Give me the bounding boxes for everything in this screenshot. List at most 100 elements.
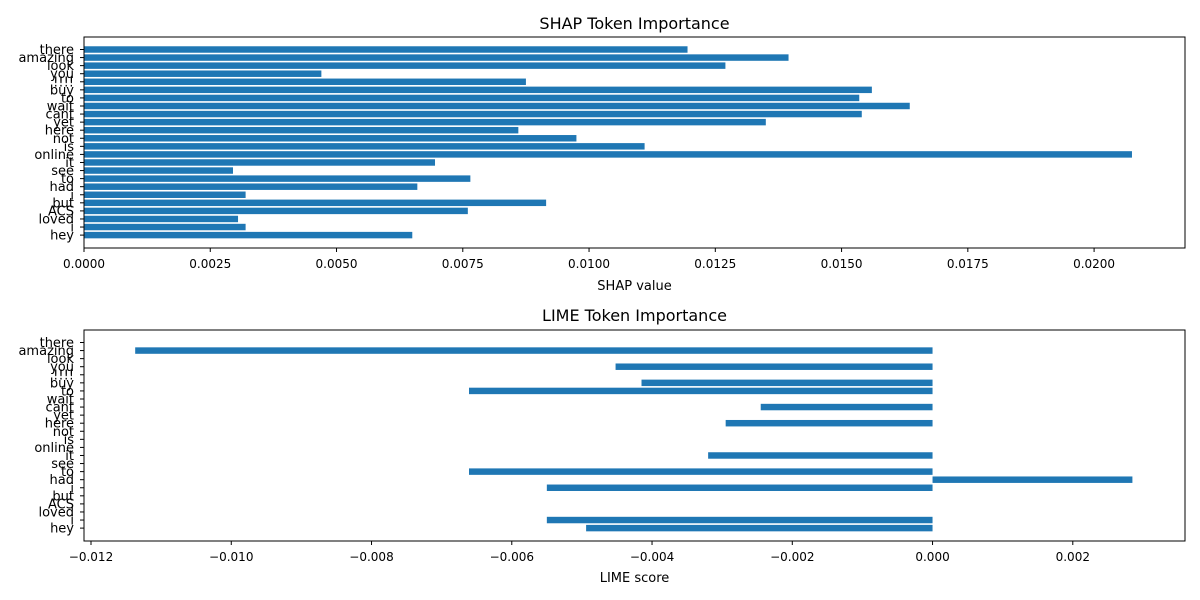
shap-x-tick-label-7: 0.0175	[947, 257, 989, 271]
lime-category-label-20: ACS	[48, 497, 74, 512]
lime-x-tick-label-7: 0.002	[1056, 550, 1090, 564]
shap-bar-13	[84, 151, 1132, 158]
lime-bar-18	[546, 484, 933, 491]
lime-category-label-19: but	[52, 489, 74, 504]
shap-bar-8	[84, 110, 862, 118]
lime-category-label-9: yet	[53, 409, 74, 424]
lime-bar-22	[546, 516, 933, 524]
shap-bar-4	[84, 78, 526, 86]
lime-category-label-12: is	[64, 433, 75, 448]
lime-bar-17	[932, 476, 1133, 483]
lime-category-label-21: loved	[38, 505, 74, 520]
shap-bar-20	[84, 207, 468, 215]
lime-axes-frame	[83, 329, 1186, 542]
shap-bar-0	[84, 46, 688, 53]
shap-bar-19	[84, 199, 547, 207]
lime-bar-10	[725, 419, 933, 427]
shap-chart: SHAP Token Importance thereamazinglookyo…	[18, 14, 1186, 294]
shap-x-axis-label: SHAP value	[597, 279, 671, 294]
shap-x-tick-label-0: 0.0000	[63, 257, 105, 271]
shap-category-label-2: look	[47, 59, 75, 74]
shap-bar-12	[84, 143, 645, 150]
shap-x-tick-label-6: 0.0150	[821, 257, 863, 271]
lime-bar-5	[641, 379, 933, 387]
lime-x-ticks: −0.012 −0.010 −0.008 −0.006 −0.004 −0.002 0.00…	[69, 541, 1090, 564]
shap-category-label-4: !!!!	[53, 75, 74, 90]
lime-category-label-0: there	[40, 336, 74, 351]
shap-category-label-13: online	[34, 148, 74, 163]
lime-x-tick-label-1: −0.010	[209, 550, 253, 564]
lime-category-label-23: hey	[50, 522, 74, 537]
shap-category-label-17: had	[50, 180, 74, 195]
lime-chart: LIME Token Importance thereamazinglookyo…	[18, 306, 1186, 586]
lime-category-label-7: wait	[47, 392, 74, 407]
lime-bar-8	[760, 403, 933, 411]
shap-bar-17	[84, 183, 418, 190]
lime-x-tick-label-2: −0.008	[349, 550, 393, 564]
lime-bars	[135, 347, 1133, 532]
lime-category-label-14: it	[65, 449, 74, 464]
shap-x-ticks: 0.0000 0.0025 0.0050 0.0075 0.0100 0.0125 0.01…	[63, 248, 1115, 271]
shap-chart-title: SHAP Token Importance	[539, 14, 729, 33]
shap-category-label-3: you	[50, 67, 74, 82]
shap-category-label-10: here	[45, 124, 74, 139]
shap-bar-16	[84, 175, 471, 182]
shap-category-label-14: it	[65, 156, 74, 171]
lime-category-label-18: i	[70, 481, 74, 496]
lime-category-label-1: amazing	[18, 344, 74, 359]
shap-bar-7	[84, 102, 910, 110]
shap-bar-3	[84, 70, 322, 77]
lime-category-label-10: here	[45, 417, 74, 432]
shap-x-tick-label-2: 0.0050	[316, 257, 358, 271]
lime-category-label-17: had	[50, 473, 74, 488]
lime-category-label-22: i	[70, 514, 74, 529]
shap-category-label-19: but	[52, 196, 74, 211]
lime-category-label-16: to	[61, 465, 74, 480]
lime-x-tick-label-5: −0.002	[770, 550, 814, 564]
lime-bar-23	[586, 524, 933, 532]
lime-bar-6	[469, 387, 933, 395]
shap-x-tick-label-8: 0.0200	[1073, 257, 1115, 271]
shap-category-label-20: ACS	[48, 204, 74, 219]
shap-bar-6	[84, 94, 860, 102]
shap-category-label-9: yet	[53, 116, 74, 131]
lime-category-label-11: not	[53, 425, 74, 440]
shap-x-tick-label-4: 0.0100	[568, 257, 610, 271]
lime-category-label-3: you	[50, 360, 74, 375]
lime-bar-16	[469, 468, 933, 475]
lime-category-label-13: online	[34, 441, 74, 456]
lime-bar-1	[135, 347, 933, 354]
shap-category-label-5: buy	[50, 83, 74, 98]
lime-category-label-8: cant	[46, 401, 74, 416]
lime-x-tick-label-3: −0.006	[490, 550, 534, 564]
shap-bar-9	[84, 118, 766, 126]
shap-category-label-12: is	[64, 140, 75, 155]
lime-chart-title: LIME Token Importance	[542, 306, 727, 325]
shap-category-label-16: to	[61, 172, 74, 187]
lime-category-label-2: look	[47, 352, 75, 367]
shap-category-label-6: to	[61, 91, 74, 106]
shap-category-labels: thereamazinglookyou!!!!buytowaitcantyeth…	[18, 43, 84, 244]
shap-bars	[84, 46, 1132, 239]
shap-category-label-11: not	[53, 132, 74, 147]
shap-category-label-1: amazing	[18, 51, 74, 66]
shap-bar-11	[84, 135, 577, 142]
shap-category-label-22: i	[70, 221, 74, 236]
shap-x-tick-label-1: 0.0025	[189, 257, 231, 271]
shap-category-label-7: wait	[47, 99, 74, 114]
shap-axes-frame	[83, 36, 1186, 249]
shap-bar-1	[84, 54, 789, 61]
shap-bar-21	[84, 215, 239, 223]
shap-bar-10	[84, 126, 519, 134]
shap-category-label-8: cant	[46, 108, 74, 123]
shap-category-label-15: see	[51, 164, 74, 179]
shap-bar-2	[84, 62, 726, 69]
shap-x-tick-label-3: 0.0075	[442, 257, 484, 271]
lime-category-label-15: see	[51, 457, 74, 472]
shap-category-label-18: i	[70, 188, 74, 203]
lime-bar-3	[615, 363, 933, 370]
shap-category-label-0: there	[40, 43, 74, 58]
shap-bar-5	[84, 86, 872, 94]
lime-category-label-5: buy	[50, 376, 74, 391]
